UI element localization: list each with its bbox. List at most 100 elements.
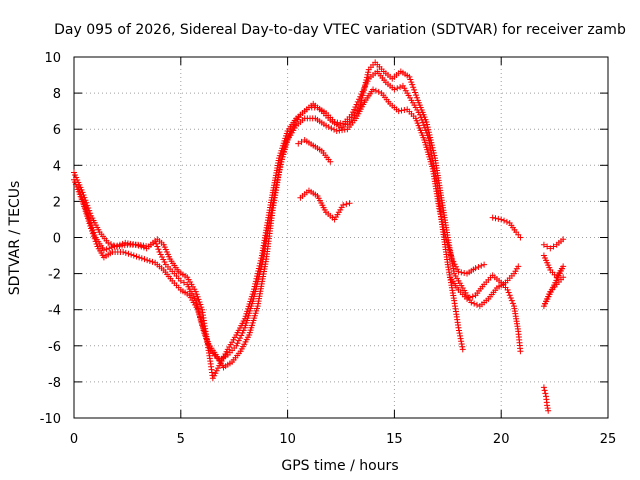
data-point <box>88 224 95 231</box>
data-point <box>79 196 86 203</box>
data-point <box>343 201 350 208</box>
data-point <box>409 81 416 88</box>
data-point <box>100 247 107 254</box>
data-point <box>214 365 221 372</box>
data-point <box>419 119 426 126</box>
x-tick-label: 25 <box>600 432 617 447</box>
data-point <box>82 206 89 213</box>
data-point <box>438 213 445 220</box>
data-point <box>136 254 143 261</box>
data-point <box>340 202 347 209</box>
data-point <box>430 147 437 154</box>
data-point <box>540 384 547 391</box>
data-point <box>86 216 93 223</box>
data-point <box>454 266 461 273</box>
data-point <box>105 239 112 246</box>
x-tick-label: 0 <box>70 432 78 447</box>
data-point <box>504 286 511 293</box>
data-point <box>437 210 444 217</box>
data-point <box>464 295 471 302</box>
data-point <box>141 256 148 263</box>
data-point <box>78 194 85 201</box>
data-point <box>352 104 359 111</box>
data-point <box>76 189 83 196</box>
data-point <box>401 106 408 113</box>
data-point <box>423 118 430 125</box>
data-point <box>365 69 372 76</box>
data-point <box>84 211 91 218</box>
data-point <box>517 348 524 355</box>
data-point <box>540 241 547 248</box>
data-point <box>475 263 482 270</box>
data-point <box>545 407 552 414</box>
data-point <box>255 268 262 275</box>
series-track-d <box>295 137 334 165</box>
data-point <box>351 106 358 113</box>
data-point <box>254 273 261 280</box>
data-point <box>544 405 551 412</box>
data-point <box>478 262 485 269</box>
data-point <box>550 243 557 250</box>
series-track-j <box>540 384 552 414</box>
data-point <box>90 229 97 236</box>
data-point <box>140 244 147 251</box>
data-point <box>156 248 163 255</box>
data-point <box>515 263 522 270</box>
data-point <box>495 215 502 222</box>
data-point <box>360 87 367 94</box>
data-point <box>251 283 258 290</box>
data-point <box>458 269 465 276</box>
data-point <box>541 387 548 394</box>
data-point <box>251 286 258 293</box>
data-point <box>211 372 218 379</box>
y-tick-label: 4 <box>53 159 61 174</box>
data-point <box>295 140 302 147</box>
data-point <box>235 337 242 344</box>
data-point <box>472 265 479 272</box>
data-point <box>108 241 115 248</box>
data-point <box>436 208 443 215</box>
data-point <box>507 294 514 301</box>
data-point <box>325 123 332 130</box>
y-axis-label: SDTVAR / TECUs <box>7 181 23 296</box>
data-point <box>361 84 368 91</box>
data-point <box>212 370 219 377</box>
data-point <box>122 249 129 256</box>
data-point <box>161 259 168 266</box>
chart-title: Day 095 of 2026, Sidereal Day-to-day VTE… <box>54 22 626 38</box>
data-point <box>469 293 476 300</box>
data-point <box>253 275 260 282</box>
data-point <box>455 268 462 275</box>
data-point <box>359 92 366 99</box>
data-point <box>370 86 377 93</box>
data-point <box>257 260 264 267</box>
data-point <box>144 257 151 264</box>
y-tick-labels: -10 -8 -6 -4 -2 0 2 4 6 8 10 <box>40 51 61 427</box>
data-point <box>192 288 199 295</box>
data-point <box>458 338 465 345</box>
data-point <box>193 291 200 298</box>
data-point <box>132 241 139 248</box>
data-point <box>89 226 96 233</box>
data-point <box>159 253 166 260</box>
data-point <box>257 257 264 264</box>
data-point <box>194 293 201 300</box>
data-point <box>544 243 551 250</box>
data-point <box>473 301 480 308</box>
x-tick-label: 15 <box>386 432 403 447</box>
data-point <box>412 89 419 96</box>
x-tick-label: 5 <box>177 432 185 447</box>
data-point <box>501 217 508 224</box>
data-point <box>120 248 127 255</box>
data-point <box>328 125 335 132</box>
x-tick-label: 20 <box>493 432 510 447</box>
data-point <box>357 100 364 107</box>
data-point <box>298 138 305 145</box>
data-point <box>353 101 360 108</box>
data-point <box>413 94 420 101</box>
data-point <box>391 86 398 93</box>
data-point <box>456 330 463 337</box>
series-track-e <box>297 187 353 223</box>
data-point <box>424 121 431 128</box>
data-point <box>236 335 243 342</box>
